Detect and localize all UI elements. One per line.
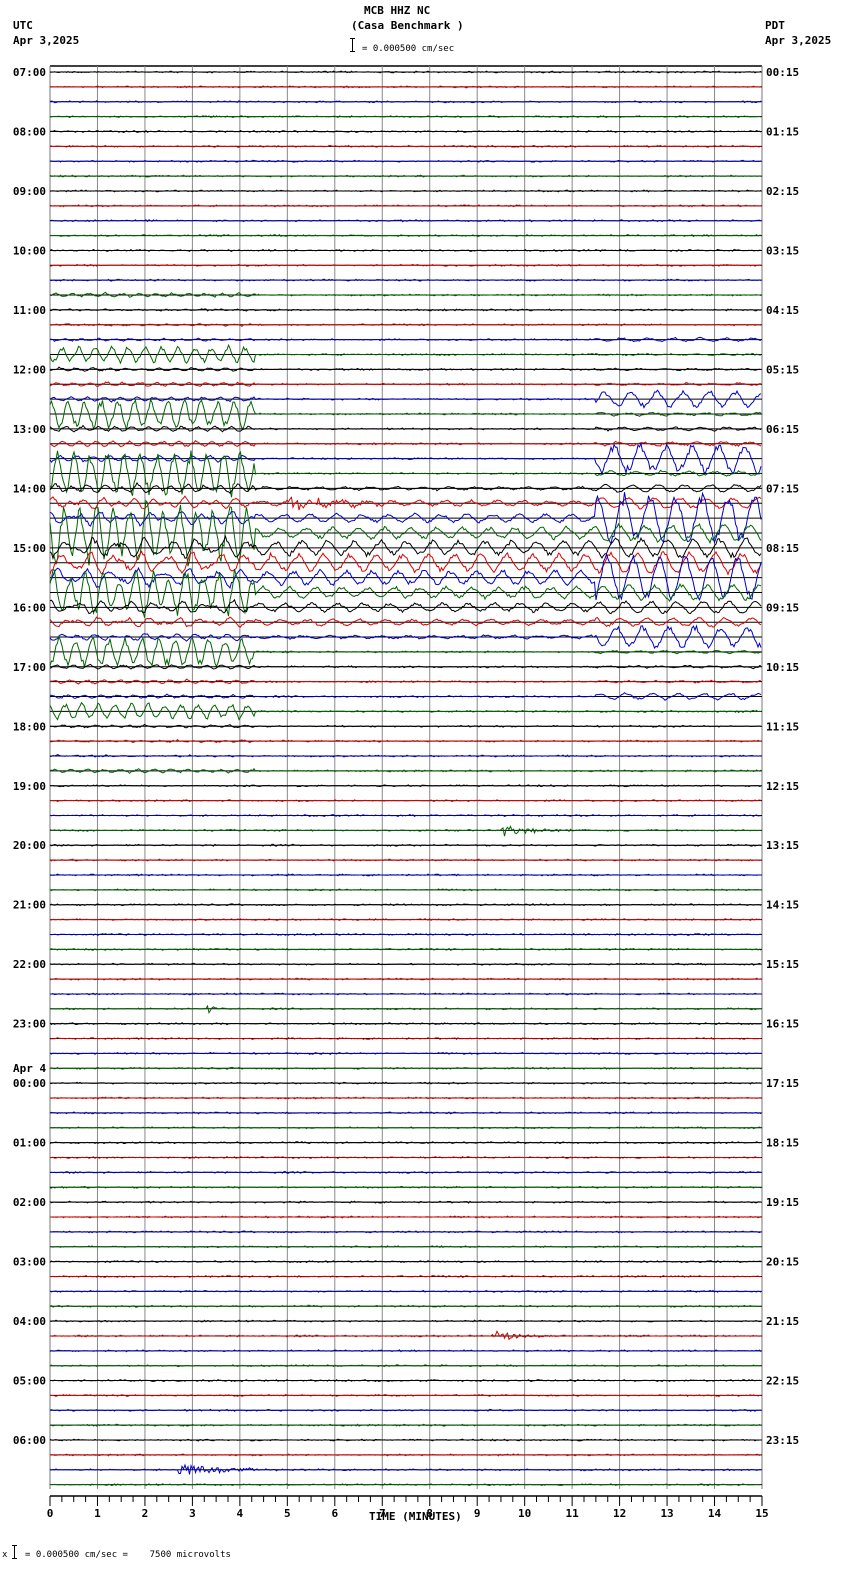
x-tick-label: 2 xyxy=(142,1507,149,1520)
left-hour-label: 11:00 xyxy=(13,304,46,317)
left-hour-label: 12:00 xyxy=(13,363,46,376)
left-hour-label: 23:00 xyxy=(13,1018,46,1031)
right-hour-label: 13:15 xyxy=(766,839,799,852)
right-date: Apr 3,2025 xyxy=(765,34,832,47)
left-hour-label: 07:00 xyxy=(13,66,46,79)
right-hour-label: 07:15 xyxy=(766,482,799,495)
left-hour-label: 14:00 xyxy=(13,482,46,495)
left-hour-label: 04:00 xyxy=(13,1315,46,1328)
date-change-label: Apr 4 xyxy=(13,1062,46,1075)
right-hour-label: 14:15 xyxy=(766,899,799,912)
left-hour-label: 20:00 xyxy=(13,839,46,852)
left-hour-label: 15:00 xyxy=(13,542,46,555)
right-hour-label: 15:15 xyxy=(766,958,799,971)
right-hour-label: 05:15 xyxy=(766,363,799,376)
left-hour-label: 22:00 xyxy=(13,958,46,971)
x-tick-label: 11 xyxy=(566,1507,580,1520)
right-hour-label: 17:15 xyxy=(766,1077,799,1090)
minute-gridlines xyxy=(49,65,763,1489)
seismic-traces xyxy=(49,70,762,1487)
left-hour-label: 00:00 xyxy=(13,1077,46,1090)
left-hour-label: 16:00 xyxy=(13,601,46,614)
right-hour-label: 20:15 xyxy=(766,1256,799,1269)
right-hour-label: 04:15 xyxy=(766,304,799,317)
x-tick-label: 10 xyxy=(518,1507,531,1520)
left-hour-label: 09:00 xyxy=(13,185,46,198)
x-tick-label: 3 xyxy=(189,1507,196,1520)
left-hour-label: 21:00 xyxy=(13,899,46,912)
x-tick-label: 7 xyxy=(379,1507,386,1520)
right-hour-label: 22:15 xyxy=(766,1375,799,1388)
right-hour-label: 21:15 xyxy=(766,1315,799,1328)
x-tick-label: 1 xyxy=(94,1507,101,1520)
footer-scale-note: = 0.000500 cm/sec = 7500 microvolts xyxy=(25,1550,231,1560)
right-hour-label: 03:15 xyxy=(766,244,799,257)
scale-bar-icon xyxy=(350,38,355,52)
right-hour-label: 10:15 xyxy=(766,661,799,674)
x-axis-label: TIME (MINUTES) xyxy=(369,1510,462,1523)
left-hour-label: 18:00 xyxy=(13,720,46,733)
right-hour-label: 18:15 xyxy=(766,1137,799,1150)
x-tick-label: 13 xyxy=(660,1507,673,1520)
x-tick-label: 8 xyxy=(426,1507,433,1520)
right-hour-label: 19:15 xyxy=(766,1196,799,1209)
left-hour-label: 17:00 xyxy=(13,661,46,674)
footer-marker: x xyxy=(2,1550,8,1560)
right-hour-label: 12:15 xyxy=(766,780,799,793)
left-hour-label: 10:00 xyxy=(13,244,46,257)
x-tick-label: 12 xyxy=(613,1507,626,1520)
left-hour-label: 02:00 xyxy=(13,1196,46,1209)
right-hour-label: 16:15 xyxy=(766,1018,799,1031)
left-date: Apr 3,2025 xyxy=(13,34,80,47)
right-timezone: PDT xyxy=(765,19,785,32)
left-hour-label: 01:00 xyxy=(13,1137,46,1150)
left-timezone: UTC xyxy=(13,19,33,32)
hour-labels: 07:00 08:00 09:00 10:00 11:00 12:00 13:00 14:00… xyxy=(13,66,799,1447)
x-tick-label: 9 xyxy=(474,1507,481,1520)
right-hour-label: 01:15 xyxy=(766,125,799,138)
left-hour-label: 08:00 xyxy=(13,125,46,138)
site-name: (Casa Benchmark ) xyxy=(351,19,464,32)
x-tick-label: 4 xyxy=(237,1507,244,1520)
x-tick-label: 5 xyxy=(284,1507,291,1520)
right-hour-label: 08:15 xyxy=(766,542,799,555)
footer-scale-bar-icon xyxy=(12,1545,17,1559)
x-tick-label: 14 xyxy=(708,1507,722,1520)
left-hour-label: 19:00 xyxy=(13,780,46,793)
left-hour-label: 05:00 xyxy=(13,1375,46,1388)
x-tick-label: 6 xyxy=(331,1507,338,1520)
left-hour-label: 03:00 xyxy=(13,1256,46,1269)
left-hour-label: 06:00 xyxy=(13,1434,46,1447)
x-tick-label: 0 xyxy=(47,1507,54,1520)
left-hour-label: 13:00 xyxy=(13,423,46,436)
right-hour-label: 11:15 xyxy=(766,720,799,733)
time-axis: 0 1 2 3 4 5 6 7 8 9 10 11 12 13 14 15 xyxy=(47,1495,769,1520)
right-hour-label: 06:15 xyxy=(766,423,799,436)
right-hour-label: 09:15 xyxy=(766,601,799,614)
right-hour-label: 02:15 xyxy=(766,185,799,198)
right-hour-label: 23:15 xyxy=(766,1434,799,1447)
x-tick-label: 15 xyxy=(755,1507,768,1520)
scale-text: = 0.000500 cm/sec xyxy=(362,44,455,54)
right-hour-label: 00:15 xyxy=(766,66,799,79)
station-title: MCB HHZ NC xyxy=(364,4,431,17)
